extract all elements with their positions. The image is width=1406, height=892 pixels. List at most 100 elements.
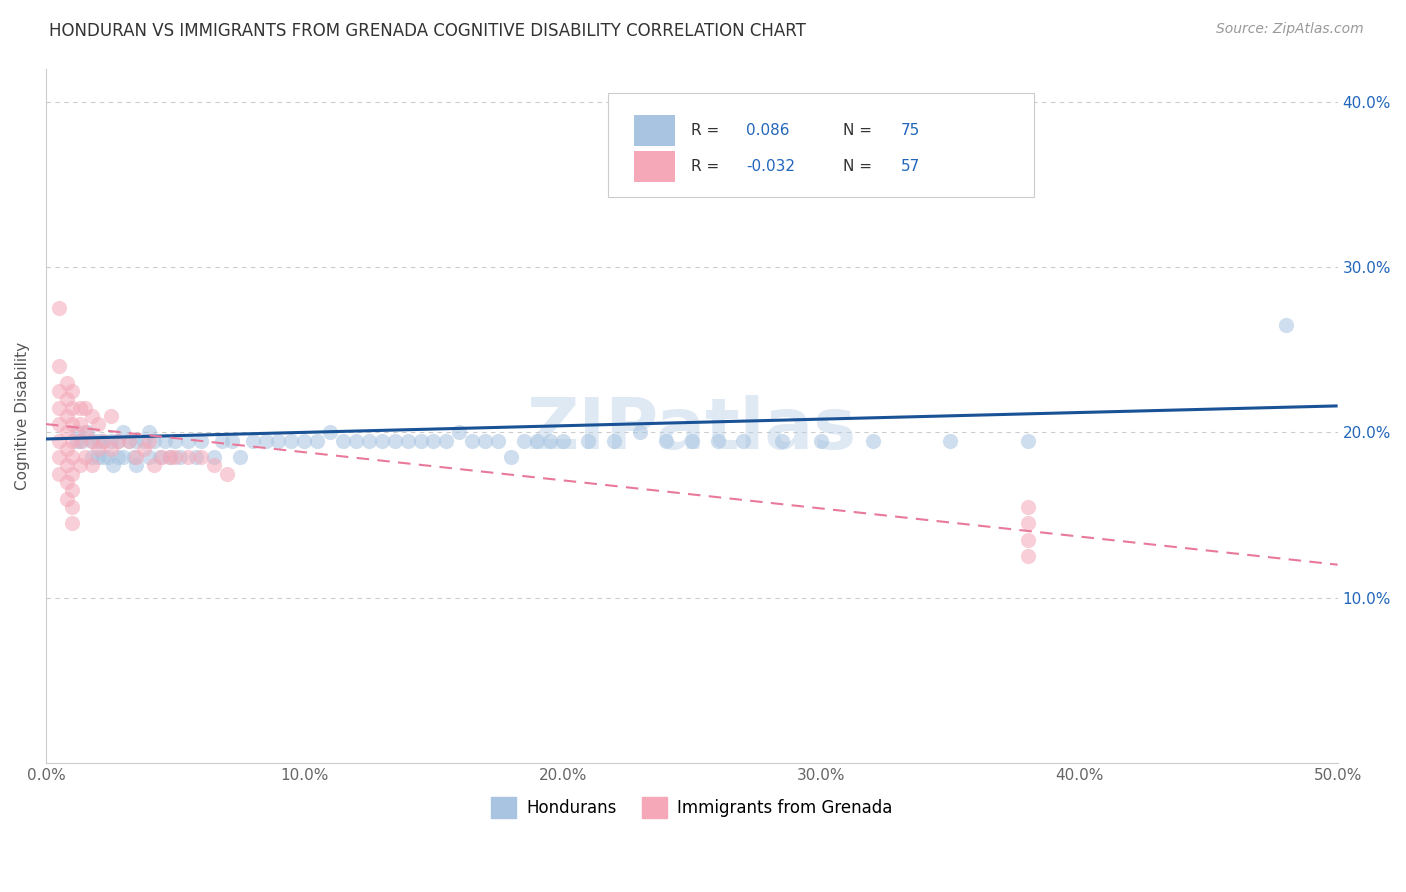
Point (91, 450, 114, 465)
Point (159, 450, 181, 465)
Point (60, 467, 83, 481)
Point (60, 483, 83, 498)
Point (422, 434, 444, 448)
Point (409, 434, 432, 448)
Point (939, 434, 962, 448)
Point (474, 434, 496, 448)
Point (117, 434, 139, 448)
Point (73, 425, 96, 440)
Point (242, 434, 264, 448)
Point (48, 384, 70, 398)
Point (1275, 318, 1298, 332)
Point (371, 434, 394, 448)
Point (48, 417, 70, 431)
Point (82, 434, 104, 448)
Point (55, 392, 77, 407)
Point (76, 425, 98, 440)
Point (86, 442, 108, 456)
Point (551, 434, 574, 448)
Point (159, 450, 181, 465)
Point (125, 434, 148, 448)
Point (107, 434, 129, 448)
Point (60, 384, 83, 398)
Point (86, 434, 108, 448)
Point (357, 434, 380, 448)
Text: R =: R = (690, 159, 724, 174)
Point (319, 425, 342, 440)
Point (267, 434, 290, 448)
Point (655, 434, 678, 448)
Point (165, 450, 187, 465)
Text: HONDURAN VS IMMIGRANTS FROM GRENADA COGNITIVE DISABILITY CORRELATION CHART: HONDURAN VS IMMIGRANTS FROM GRENADA COGN… (49, 22, 806, 40)
Point (149, 450, 172, 465)
Point (48, 401, 70, 415)
Point (344, 434, 367, 448)
Point (526, 434, 548, 448)
Point (73, 450, 96, 465)
Point (82, 409, 104, 423)
Point (60, 500, 83, 514)
Point (202, 450, 225, 465)
Point (100, 409, 122, 423)
FancyBboxPatch shape (634, 115, 675, 146)
Point (66, 434, 89, 448)
Point (449, 425, 471, 440)
Point (69, 434, 91, 448)
Point (153, 434, 176, 448)
Text: ZIPatlas: ZIPatlas (527, 395, 856, 464)
Point (228, 450, 250, 465)
Point (628, 425, 651, 440)
Point (221, 434, 243, 448)
Point (169, 450, 191, 465)
Point (117, 434, 139, 448)
Point (254, 434, 277, 448)
Point (143, 458, 166, 473)
Point (97, 450, 120, 465)
Point (125, 450, 148, 465)
Point (280, 434, 302, 448)
Point (1017, 500, 1039, 514)
Point (1017, 434, 1039, 448)
Point (48, 450, 70, 465)
Point (733, 434, 755, 448)
Point (499, 450, 522, 465)
Point (134, 434, 156, 448)
Point (1017, 516, 1039, 531)
Point (150, 450, 173, 465)
Point (184, 450, 207, 465)
Point (82, 458, 104, 473)
Point (461, 434, 484, 448)
Point (681, 434, 703, 448)
Point (48, 359, 70, 374)
Point (55, 425, 77, 440)
Point (55, 458, 77, 473)
Point (332, 434, 354, 448)
Point (177, 450, 200, 465)
Point (100, 442, 122, 456)
Point (1017, 549, 1039, 564)
Point (69, 417, 91, 431)
Point (101, 458, 124, 473)
Point (82, 450, 104, 465)
Text: N =: N = (844, 123, 872, 138)
Point (538, 434, 561, 448)
Point (60, 434, 83, 448)
Point (55, 409, 77, 423)
Point (810, 434, 832, 448)
Point (69, 458, 91, 473)
Point (112, 450, 135, 465)
Point (603, 434, 626, 448)
Point (122, 450, 145, 465)
Point (190, 434, 212, 448)
Y-axis label: Cognitive Disability: Cognitive Disability (15, 342, 30, 490)
Text: 0.086: 0.086 (747, 123, 790, 138)
Point (706, 434, 728, 448)
Point (55, 376, 77, 390)
Point (55, 491, 77, 506)
Point (82, 434, 104, 448)
Point (134, 442, 156, 456)
Point (69, 401, 91, 415)
Text: 75: 75 (901, 123, 921, 138)
Point (307, 434, 329, 448)
Point (177, 434, 200, 448)
